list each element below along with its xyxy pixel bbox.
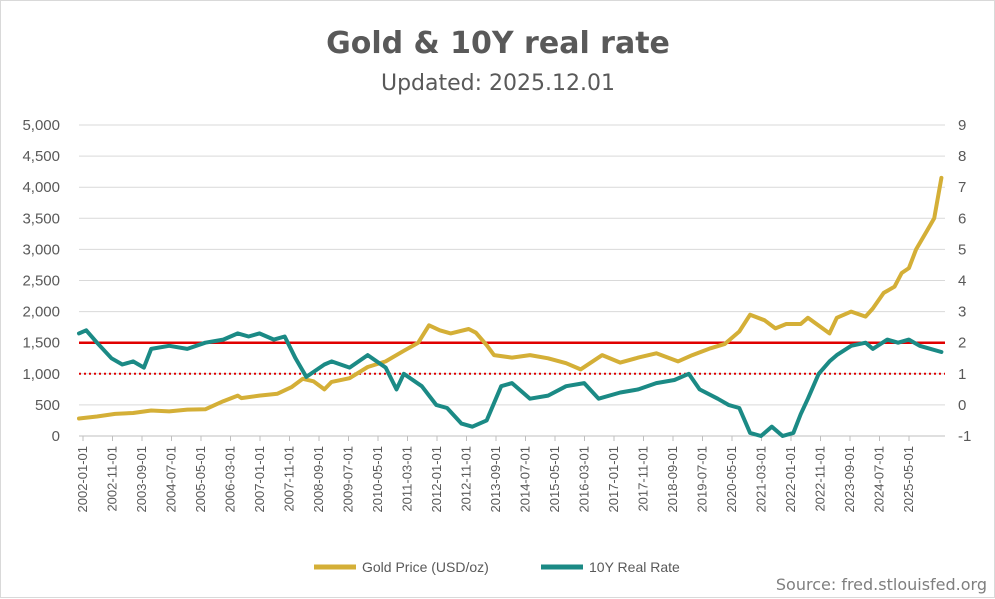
x-tick-label: 2006-03-01 (223, 446, 238, 513)
legend-rate-label: 10Y Real Rate (589, 559, 680, 575)
x-tick-label: 2007-01-01 (252, 446, 267, 513)
x-tick-label: 2002-01-01 (75, 446, 90, 513)
y-left-tick-label: 4,500 (22, 148, 60, 165)
y-right-tick-label: 8 (958, 148, 966, 165)
x-tick-label: 2022-01-01 (783, 446, 798, 513)
x-tick-label: 2009-07-01 (341, 446, 356, 513)
y-left-tick-label: 5,000 (22, 117, 60, 134)
gridlines (79, 124, 945, 437)
x-tick-label: 2012-01-01 (429, 446, 444, 513)
x-tick-label: 2010-05-01 (370, 446, 385, 513)
x-tick-label: 2016-03-01 (577, 446, 592, 513)
y-right-tick-label: 5 (958, 241, 966, 258)
x-tick-label: 2025-05-01 (901, 446, 916, 513)
y-left-tick-label: 3,500 (22, 210, 60, 227)
y-right-tick-label: 3 (958, 304, 966, 321)
y-axis-right-labels: -1 0 1 2 3 4 5 6 7 8 9 (958, 117, 971, 445)
y-left-tick-label: 0 (52, 428, 60, 445)
y-left-tick-label: 1,000 (22, 366, 60, 383)
chart-subtitle: Updated: 2025.12.01 (381, 71, 615, 96)
x-tick-label: 2024-07-01 (872, 446, 887, 513)
series-lines (77, 175, 944, 438)
legend-gold-label: Gold Price (USD/oz) (362, 559, 489, 575)
x-tick-label: 2022-11-01 (813, 446, 828, 512)
x-tick-label: 2017-11-01 (636, 446, 651, 512)
x-tick-label: 2017-01-01 (606, 446, 621, 513)
y-right-tick-label: -1 (958, 428, 971, 445)
x-tick-label: 2004-07-01 (164, 446, 179, 513)
x-tick-label: 2007-11-01 (282, 446, 297, 512)
y-right-tick-label: 0 (958, 397, 966, 414)
x-tick-label: 2020-05-01 (724, 446, 739, 513)
x-tick-label: 2015-05-01 (547, 446, 562, 513)
x-tick-label: 2013-09-01 (488, 446, 503, 513)
x-tick-label: 2023-09-01 (842, 446, 857, 513)
x-tick-label: 2014-07-01 (518, 446, 533, 513)
y-left-tick-label: 3,000 (22, 241, 60, 258)
y-left-tick-label: 2,000 (22, 304, 60, 321)
y-left-tick-label: 4,000 (22, 179, 60, 196)
y-right-tick-label: 2 (958, 335, 966, 352)
x-axis-labels: 2002-01-01 2002-11-01 2003-09-01 2004-07-01… (75, 436, 916, 513)
y-right-tick-label: 7 (958, 179, 966, 196)
y-axis-left-labels: 0 500 1,000 1,500 2,000 2,500 3,000 3,500 4,000 4… (22, 117, 60, 445)
x-tick-label: 2012-11-01 (459, 446, 474, 512)
y-right-tick-label: 4 (958, 273, 966, 290)
x-tick-label: 2019-07-01 (695, 446, 710, 513)
x-tick-label: 2002-11-01 (105, 446, 120, 512)
real-rate-line (77, 328, 944, 438)
legend: Gold Price (USD/oz) 10Y Real Rate (314, 559, 680, 575)
y-left-tick-label: 1,500 (22, 335, 60, 352)
chart-title: Gold & 10Y real rate (326, 26, 670, 61)
x-tick-label: 2018-09-01 (665, 446, 680, 513)
x-tick-label: 2005-05-01 (193, 446, 208, 513)
y-right-tick-label: 1 (958, 366, 966, 383)
x-tick-label: 2011-03-01 (400, 446, 415, 512)
x-tick-label: 2021-03-01 (754, 446, 769, 513)
y-right-tick-label: 9 (958, 117, 966, 134)
x-tick-label: 2008-09-01 (311, 446, 326, 513)
gold-price-line (77, 175, 944, 421)
source-note: Source: fred.stlouisfed.org (776, 575, 987, 594)
y-right-tick-label: 6 (958, 210, 966, 227)
reference-lines (79, 341, 945, 375)
y-left-tick-label: 500 (35, 397, 60, 414)
y-left-tick-label: 2,500 (22, 273, 60, 290)
x-tick-label: 2003-09-01 (134, 446, 149, 513)
